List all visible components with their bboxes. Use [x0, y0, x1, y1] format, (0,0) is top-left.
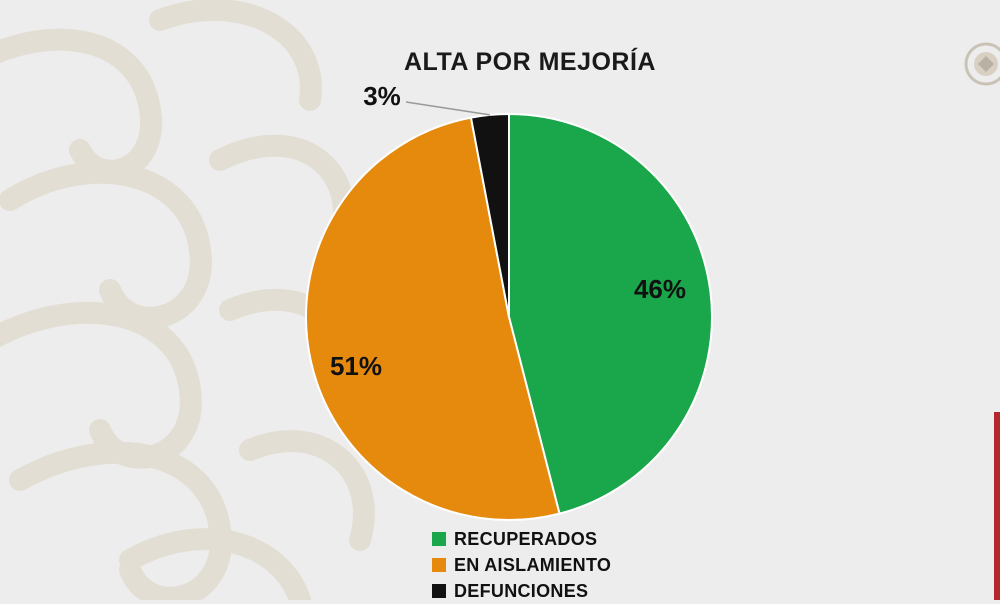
legend-label-en-aislamiento: EN AISLAMIENTO: [454, 554, 612, 575]
legend-label-defunciones: DEFUNCIONES: [454, 580, 589, 601]
slice-label-en-aislamiento: 51%: [330, 351, 382, 381]
pie-slice-recuperados: [508, 112, 713, 515]
legend-label-recuperados: RECUPERADOS: [454, 528, 598, 549]
coat-of-arms-seal-icon: [964, 42, 1000, 86]
legend-swatch-en-aislamiento: [432, 558, 446, 572]
leader-line-defunciones: [405, 101, 491, 116]
legend: RECUPERADOS EN AISLAMIENTO DEFUNCIONES: [432, 526, 611, 604]
slice-label-recuperados: 46%: [634, 274, 686, 304]
chart-title: ALTA POR MEJORÍA: [404, 48, 656, 76]
pie-slice-en-aislamiento: [305, 116, 561, 521]
red-edge-bar: [994, 412, 1000, 600]
slice-label-defunciones: 3%: [363, 81, 401, 111]
pie-slice-defunciones: [469, 112, 510, 318]
legend-swatch-defunciones: [432, 584, 446, 598]
legend-swatch-recuperados: [432, 532, 446, 546]
legend-item-en-aislamiento: EN AISLAMIENTO: [432, 552, 611, 578]
legend-item-defunciones: DEFUNCIONES: [432, 578, 611, 604]
legend-item-recuperados: RECUPERADOS: [432, 526, 611, 552]
